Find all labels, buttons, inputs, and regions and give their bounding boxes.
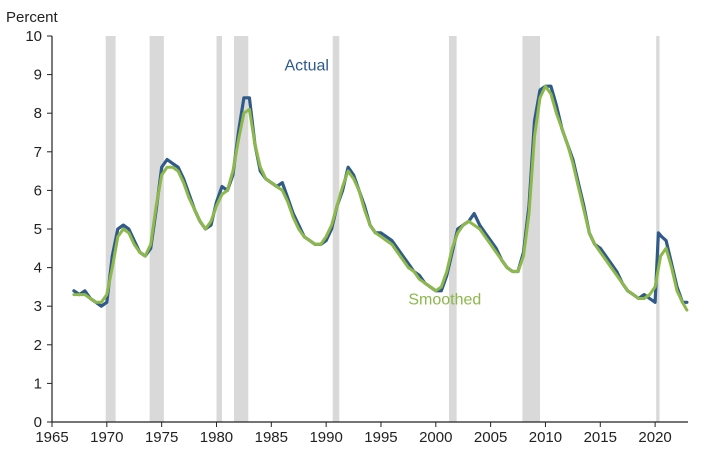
y-tick-label: 6 xyxy=(34,182,42,199)
y-tick-label: 5 xyxy=(34,221,42,238)
recession-band-4 xyxy=(332,36,340,422)
x-tick-label: 1970 xyxy=(90,429,123,446)
x-tick-label: 1965 xyxy=(35,429,68,446)
x-tick-label: 1985 xyxy=(255,429,288,446)
x-tick-label: 1995 xyxy=(364,429,397,446)
y-tick-label: 0 xyxy=(34,414,42,431)
axes: 0 1 2 3 4 5 6 7 8 9 10 1965 1970 1975 1980 1985 1990 1995… xyxy=(25,28,688,446)
recession-band-5 xyxy=(448,36,457,422)
x-tick-label: 2015 xyxy=(584,429,617,446)
recession-band-0 xyxy=(105,36,116,422)
x-tick-label: 2000 xyxy=(419,429,452,446)
recession-band-7 xyxy=(656,36,660,422)
y-tick-label: 7 xyxy=(34,144,42,161)
recession-band-3 xyxy=(234,36,249,422)
y-axis-unit-label: Percent xyxy=(6,9,59,26)
recession-band-1 xyxy=(149,36,164,422)
recession-bands xyxy=(105,36,660,422)
smoothed-annotation: Smoothed xyxy=(408,291,481,308)
y-tick-label: 8 xyxy=(34,105,42,122)
y-tick-label: 10 xyxy=(25,28,42,45)
actual-series-line xyxy=(72,84,689,308)
recession-band-2 xyxy=(216,36,222,422)
actual-annotation: Actual xyxy=(284,58,328,75)
y-tick-label: 9 xyxy=(34,67,42,84)
series-lines xyxy=(72,84,689,312)
y-tick-label: 1 xyxy=(34,375,42,392)
x-tick-label: 1975 xyxy=(145,429,178,446)
smoothed-series-line xyxy=(72,84,689,312)
x-tick-label: 1990 xyxy=(309,429,342,446)
y-tick-label: 3 xyxy=(34,298,42,315)
annotations: Actual Smoothed xyxy=(284,58,481,309)
y-tick-label: 4 xyxy=(34,260,42,277)
x-tick-label: 1980 xyxy=(200,429,233,446)
y-tick-label: 2 xyxy=(34,337,42,354)
x-tick-label: 2010 xyxy=(529,429,562,446)
x-tick-label: 2020 xyxy=(638,429,671,446)
x-tick-label: 2005 xyxy=(474,429,507,446)
